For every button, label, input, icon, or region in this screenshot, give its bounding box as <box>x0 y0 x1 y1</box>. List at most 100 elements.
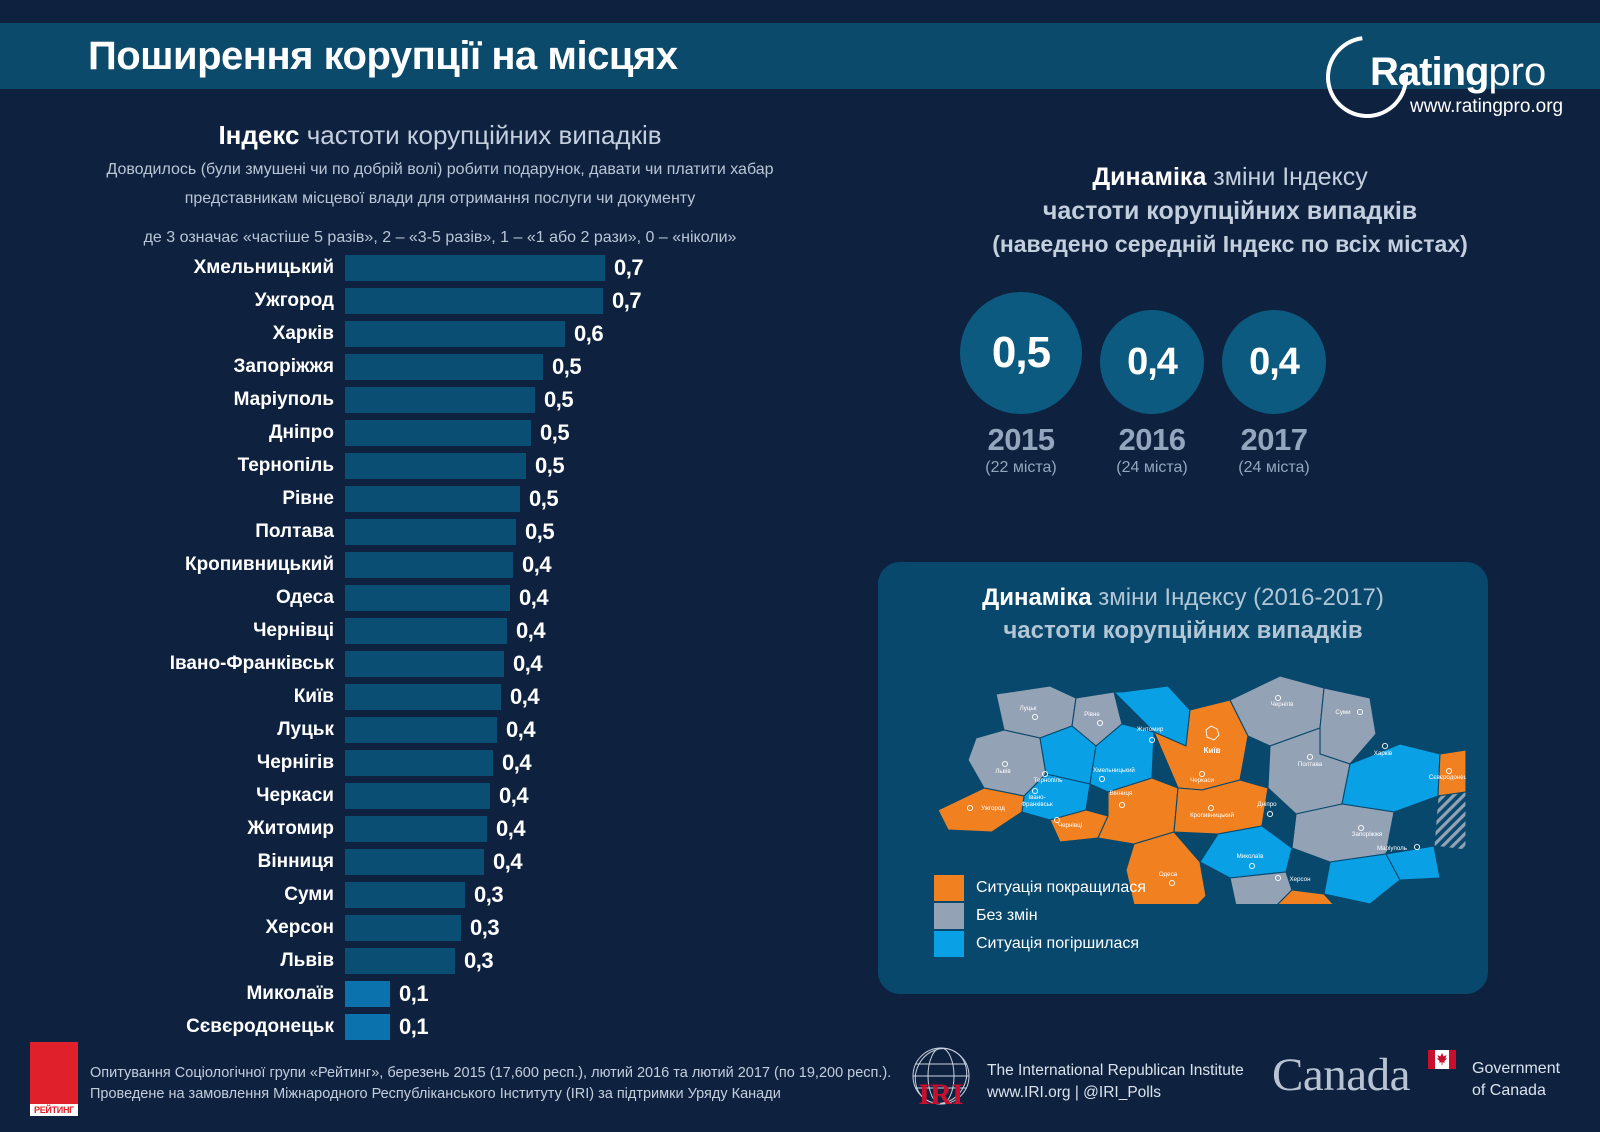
chart-bar[interactable] <box>345 981 390 1007</box>
chart-bar-zone: 0,5 <box>345 483 860 515</box>
region-zaporizhzhia[interactable] <box>1323 853 1401 904</box>
chart-bar[interactable] <box>345 552 513 578</box>
chart-bar-zone: 0,4 <box>345 615 860 647</box>
chart-row: Суми 0,3 <box>0 879 860 911</box>
header-band <box>0 23 1600 89</box>
chart-bar-value: 0,6 <box>574 321 604 346</box>
map-label-zaporizhzhia: Запоріжжя <box>1352 831 1382 838</box>
chart-row-label: Кропивницький <box>184 554 334 575</box>
chart-row-label: Полтава <box>255 521 334 542</box>
chart-bar[interactable] <box>345 453 526 479</box>
chart-bar[interactable] <box>345 783 490 809</box>
chart-row-label: Івано-Франківськ <box>169 653 334 674</box>
chart-row-label: Житомир <box>247 818 334 839</box>
region-luhansk[interactable] <box>1437 749 1466 797</box>
map-label-ternopil: Тернопіль <box>1034 777 1063 784</box>
map-dot-zhytomyr <box>1148 736 1156 744</box>
chart-bar-value: 0,4 <box>519 585 549 610</box>
chart-bar[interactable] <box>345 816 487 842</box>
ukraine-map[interactable]: Луцьк Рівне Житомир Чернігів Суми Київ Х… <box>900 654 1466 904</box>
region-donetsk[interactable] <box>1385 845 1441 881</box>
chart-bar[interactable] <box>345 717 497 743</box>
map-label-odesa: Одеса <box>1159 871 1178 878</box>
map-legend: Ситуація покращилася Без змін Ситуація пог… <box>934 874 1146 958</box>
chart-bar[interactable] <box>345 420 531 446</box>
map-dot-lutsk <box>1031 713 1039 721</box>
chart-bar[interactable] <box>345 519 516 545</box>
ratingpro-logo[interactable]: Ratingpro www.ratingpro.org <box>1309 19 1568 135</box>
region-sumy[interactable] <box>1319 687 1377 765</box>
chart-row-label: Черкаси <box>256 785 334 806</box>
index-title: Індекс частоти корупційних випадків <box>20 118 860 152</box>
chart-bar[interactable] <box>345 651 504 677</box>
chart-bar[interactable] <box>345 486 520 512</box>
map-dot-zaporizhzhia <box>1357 824 1365 832</box>
chart-row: Івано-Франківськ 0,4 <box>0 648 860 680</box>
chart-bar-zone: 0,7 <box>345 285 860 317</box>
map-label-sumy: Суми <box>1335 709 1351 716</box>
map-dot-rivne <box>1096 719 1104 727</box>
dynamics-title-rest: зміни Індексу <box>1206 163 1368 191</box>
chart-bar[interactable] <box>345 387 535 413</box>
map-dot-ivano-frankivsk <box>1031 787 1039 795</box>
map-dot-vinnytsia <box>1118 801 1126 809</box>
chart-bar-value: 0,1 <box>399 1014 429 1039</box>
chart-bar-value: 0,7 <box>614 255 644 280</box>
index-heading-block: Індекс частоти корупційних випадків Дово… <box>20 118 860 249</box>
dynamics-circle-subtext: (24 міста) <box>1238 459 1310 476</box>
legend-row: Ситуація погіршилася <box>934 930 1146 958</box>
canada-flag-icon <box>1428 1050 1456 1069</box>
map-title-bold: Динаміка <box>982 584 1092 611</box>
chart-row-label: Суми <box>284 884 334 905</box>
chart-row: Київ 0,4 <box>0 681 860 713</box>
chart-row: Хмельницький 0,7 <box>0 252 860 284</box>
chart-bar-value: 0,4 <box>499 783 529 808</box>
dynamics-circle-value: 0,4 <box>1100 310 1204 414</box>
chart-row-label: Київ <box>293 686 334 707</box>
chart-bar-zone: 0,1 <box>345 1011 860 1043</box>
map-label-lutsk: Луцьк <box>1020 705 1037 712</box>
chart-bar[interactable] <box>345 354 543 380</box>
chart-bar-zone: 0,3 <box>345 945 860 977</box>
chart-bar-zone: 0,5 <box>345 351 860 383</box>
chart-row: Херсон 0,3 <box>0 912 860 944</box>
chart-row-label: Дніпро <box>269 422 334 443</box>
chart-row-label: Одеса <box>275 587 334 608</box>
canada-wordmark: Canada <box>1272 1049 1410 1101</box>
chart-bar[interactable] <box>345 684 501 710</box>
chart-bar[interactable] <box>345 849 484 875</box>
region-odesa[interactable] <box>1125 831 1207 904</box>
chart-bar[interactable] <box>345 255 605 281</box>
chart-bar[interactable] <box>345 1014 390 1040</box>
chart-bar-value: 0,4 <box>506 717 536 742</box>
chart-row: Харків 0,6 <box>0 318 860 350</box>
chart-bar[interactable] <box>345 585 510 611</box>
iri-letters: IRI <box>918 1078 963 1111</box>
chart-bar[interactable] <box>345 882 465 908</box>
legend-label: Ситуація покращилася <box>976 879 1146 896</box>
map-label-chernihiv: Чернігів <box>1271 701 1294 708</box>
chart-bar[interactable] <box>345 618 507 644</box>
region-kherson[interactable] <box>1270 889 1344 904</box>
map-label-poltava: Полтава <box>1298 761 1323 768</box>
footer-source-text: Опитування Соціологічної групи «Рейтинг»… <box>90 1063 891 1105</box>
map-label-kherson: Херсон <box>1289 876 1310 883</box>
iri-logo[interactable]: IRI The International Republican Institu… <box>905 1043 1245 1115</box>
map-dot-lviv <box>1001 760 1009 768</box>
dynamics-circle-value: 0,4 <box>1222 310 1326 414</box>
chart-bar[interactable] <box>345 288 603 314</box>
chart-row-label: Ужгород <box>254 290 334 311</box>
chart-bar-zone: 0,1 <box>345 978 860 1010</box>
region-zakarpattia[interactable] <box>937 787 1025 833</box>
iri-web: www.IRI.org | @IRI_Polls <box>987 1084 1161 1101</box>
region-occupied-east[interactable] <box>1433 791 1466 851</box>
chart-bar[interactable] <box>345 915 461 941</box>
chart-bar[interactable] <box>345 321 565 347</box>
chart-bar[interactable] <box>345 750 493 776</box>
canada-logo[interactable]: Canada Government of Canada <box>1272 1048 1582 1112</box>
canada-gov-text: Government of Canada <box>1472 1058 1560 1102</box>
chart-bar[interactable] <box>345 948 455 974</box>
legend-swatch <box>934 931 964 957</box>
chart-row-label: Львів <box>280 950 334 971</box>
chart-row: Полтава 0,5 <box>0 516 860 548</box>
